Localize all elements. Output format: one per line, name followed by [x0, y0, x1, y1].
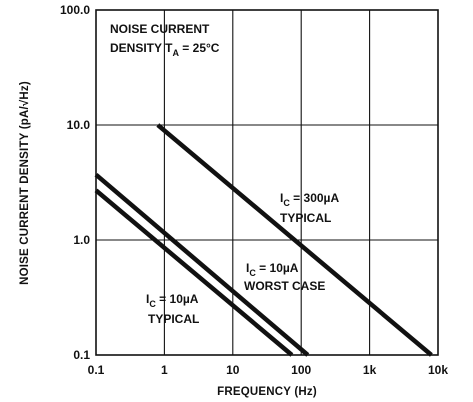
conditions-line-2-rest: = 25°C — [179, 41, 220, 55]
x-axis-title: FREQUENCY (Hz) — [217, 386, 317, 398]
series-label-300ua: IC = 300µA — [280, 191, 339, 208]
series-label-10ua-typical: TYPICAL — [148, 312, 199, 326]
series-label-300ua-typical: TYPICAL — [280, 211, 331, 225]
y-axis-title: NOISE CURRENT DENSITY (pA/√Hz) — [18, 81, 31, 285]
series-line-1 — [94, 172, 310, 357]
y-tick-label: 10.0 — [67, 118, 91, 132]
series-layer — [94, 123, 433, 357]
x-tick-label: 1 — [161, 363, 168, 377]
x-tick-label: 1k — [363, 363, 377, 377]
conditions-line-2: DENSITY TA = 25°C — [110, 41, 220, 58]
series-line-0 — [156, 123, 433, 357]
tick-labels: 0.1 1 10 100 1k 10k 0.1 1.0 10.0 100.0 — [60, 3, 448, 377]
x-tick-label: 0.1 — [88, 363, 105, 377]
x-tick-label: 10k — [428, 363, 448, 377]
y-tick-label: 0.1 — [73, 348, 90, 362]
series-label-10ua-worst: IC = 10µA — [246, 261, 299, 278]
conditions-line-1: NOISE CURRENT — [110, 22, 210, 36]
series-label-10ua-worst-case: WORST CASE — [244, 279, 325, 293]
conditions-line-2-main: DENSITY T — [110, 41, 173, 55]
series-label-10ua-typ: IC = 10µA — [146, 292, 199, 309]
x-tick-label: 10 — [226, 363, 240, 377]
x-tick-label: 100 — [291, 363, 311, 377]
conditions-line-2-sub: A — [172, 48, 179, 58]
series-line-2 — [94, 188, 294, 357]
y-tick-label: 1.0 — [73, 233, 90, 247]
plot-frame — [95, 9, 439, 356]
y-tick-label: 100.0 — [60, 3, 90, 17]
